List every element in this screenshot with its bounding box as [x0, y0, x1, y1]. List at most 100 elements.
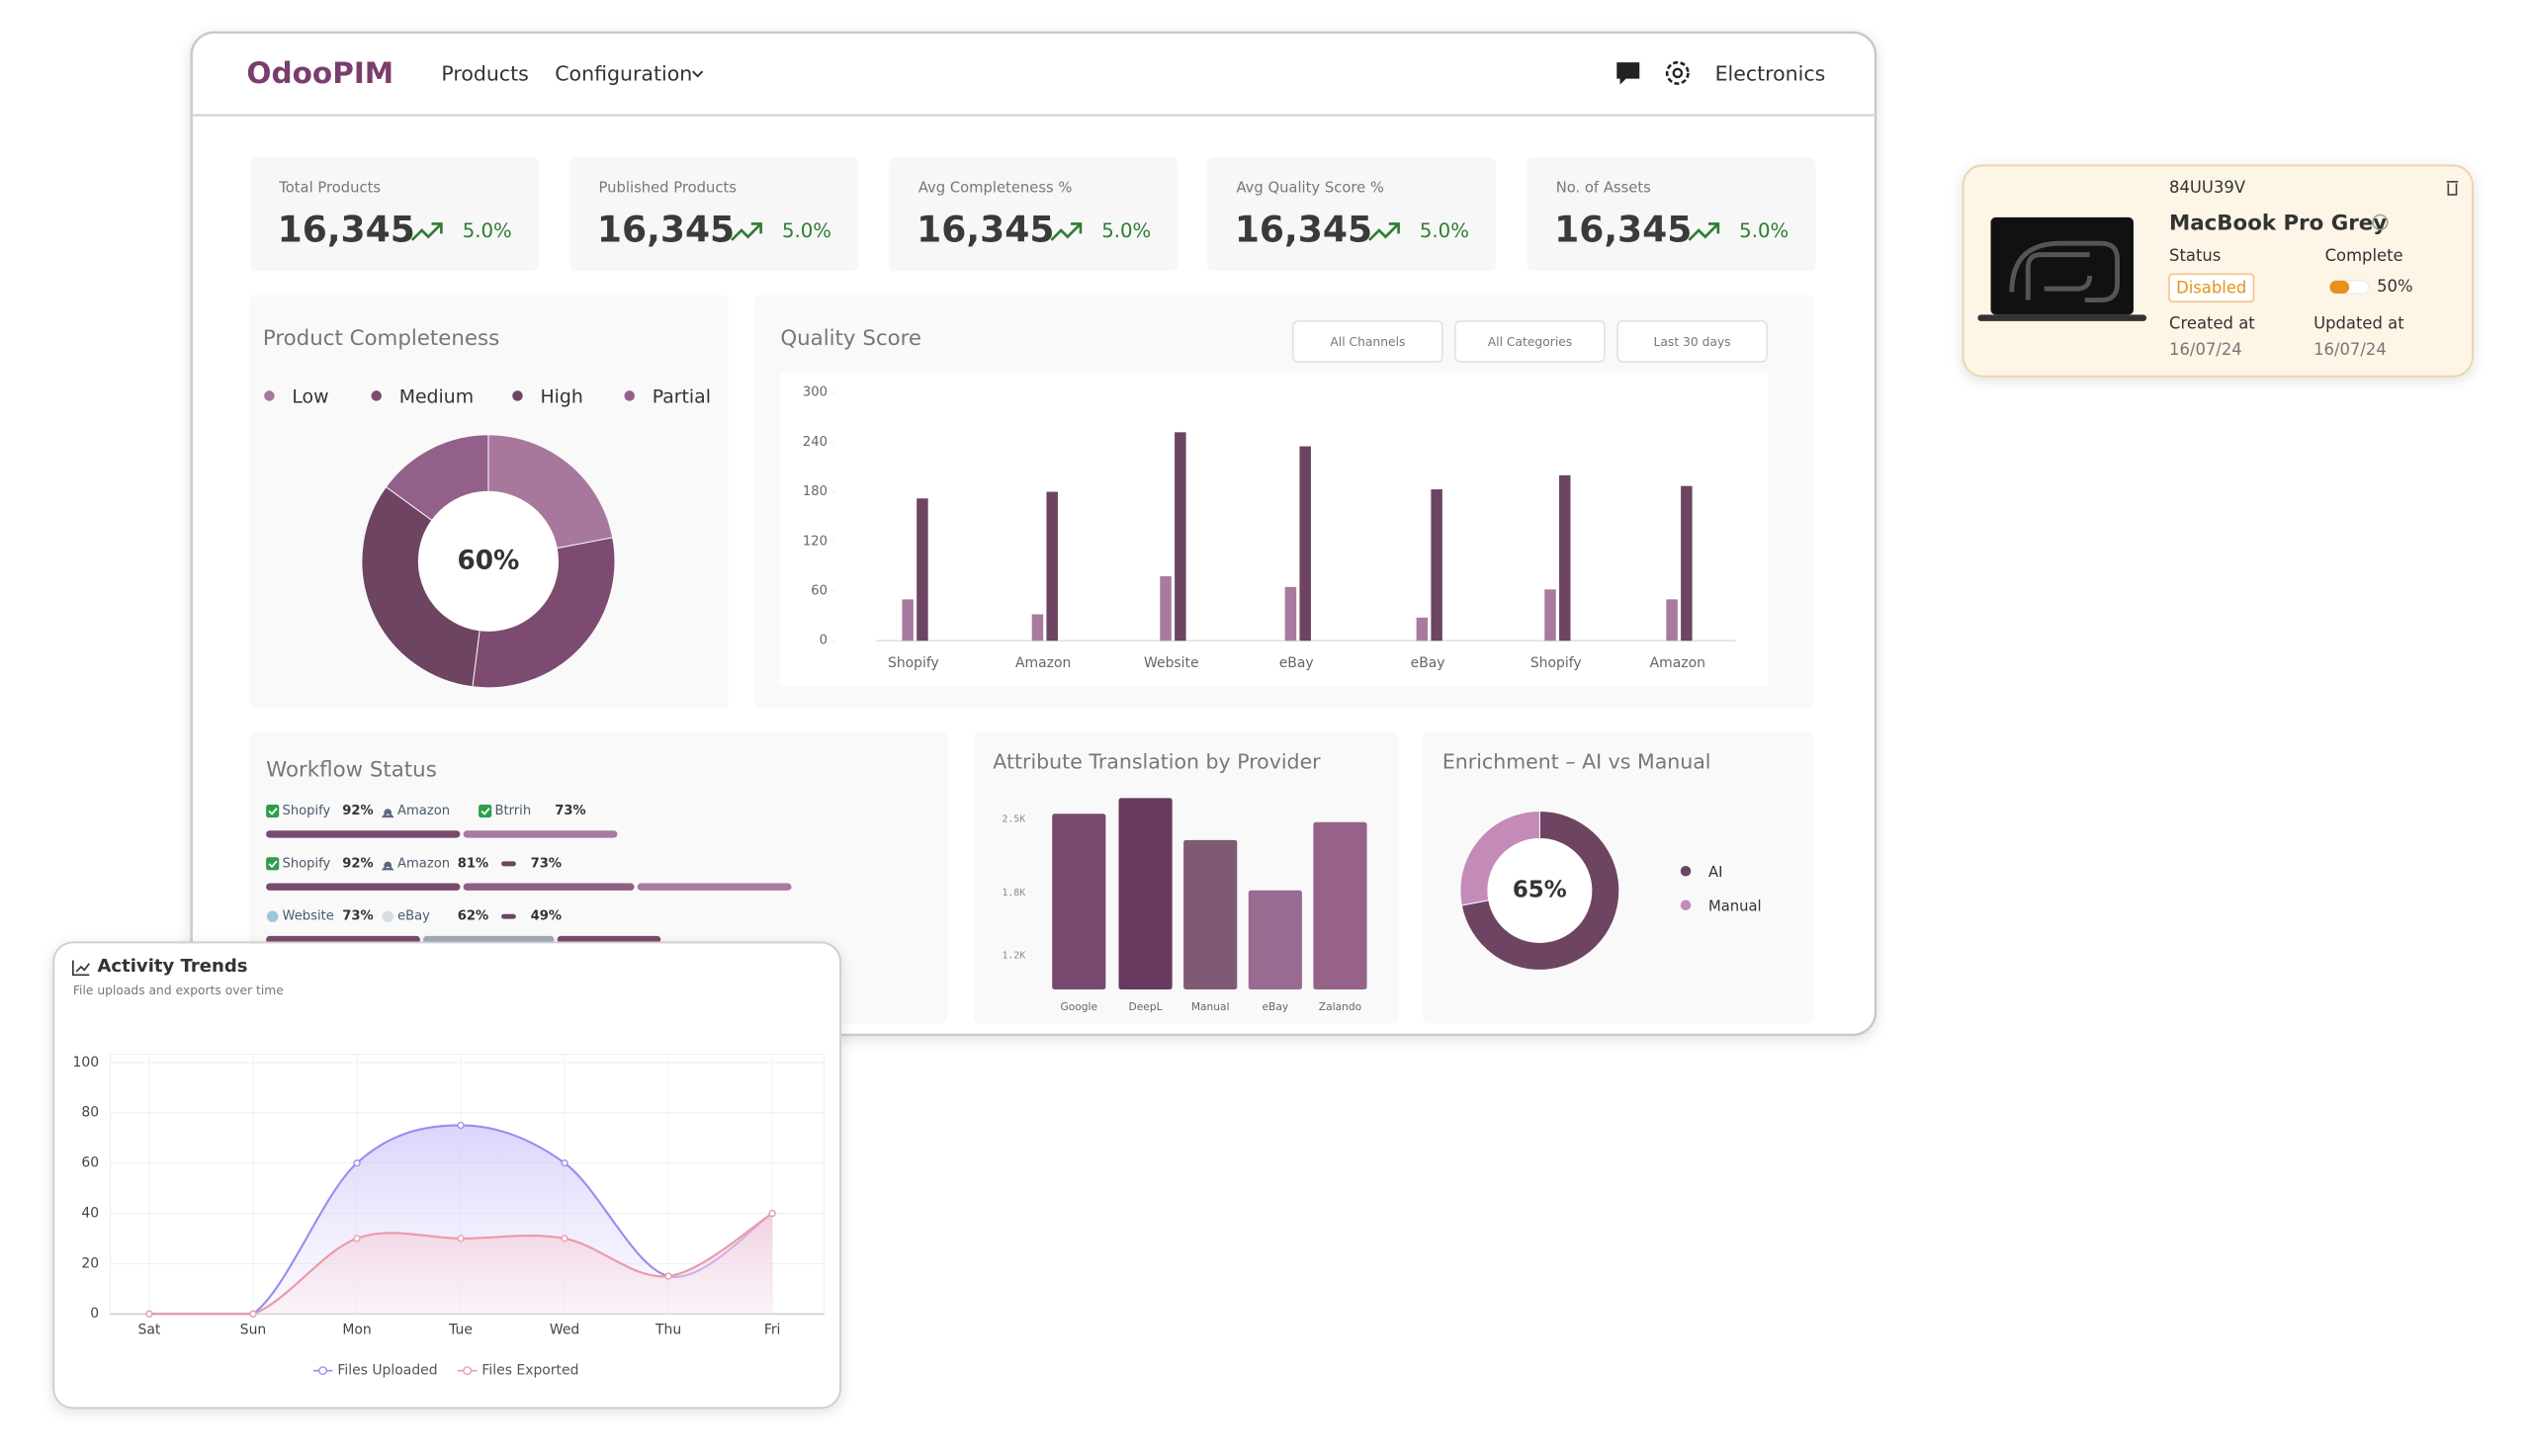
bar [1299, 446, 1311, 642]
y-tick-label: 240 [803, 435, 828, 450]
trend-icon [1050, 222, 1083, 241]
field-value: 16/07/24 [2169, 340, 2242, 359]
filter-label: Last 30 days [1654, 335, 1731, 349]
x-tick-label: Manual [1191, 1000, 1230, 1013]
point [249, 1310, 257, 1318]
status-dot [266, 910, 279, 922]
y-tick-label: 0 [820, 634, 828, 648]
check-mark [480, 808, 490, 815]
progress-segment [423, 935, 555, 944]
complete-fill [2329, 280, 2350, 295]
nav-link[interactable]: Products [441, 61, 529, 85]
x-tick-label: Shopify [888, 655, 939, 671]
x-tick-label: Shopify [1530, 655, 1582, 671]
settings-icon[interactable] [1665, 60, 1690, 85]
point [145, 1310, 153, 1318]
bar [1559, 474, 1571, 642]
legend-label: AI [1708, 864, 1722, 881]
legend-label: High [540, 386, 582, 408]
y-tick-label: 40 [81, 1205, 99, 1221]
kpi-card [889, 157, 1178, 272]
chat-icon[interactable] [1616, 62, 1640, 85]
store-name[interactable]: Electronics [1715, 61, 1826, 85]
check-icon [479, 804, 492, 818]
y-tick-label: 180 [803, 484, 828, 499]
panel-title: Quality Score [780, 326, 921, 351]
x-tick-label: Thu [655, 1323, 681, 1338]
workflow-label: Website [283, 909, 334, 924]
bar [1183, 839, 1238, 990]
field-label: Updated at [2313, 314, 2404, 333]
legend-marker [318, 1366, 327, 1376]
x-tick-label: DeepL [1129, 1000, 1163, 1013]
x-tick-label: Sun [240, 1323, 267, 1338]
filter-button[interactable] [1454, 320, 1606, 363]
kpi-card [1206, 157, 1497, 272]
workflow-label: Btrrih [495, 804, 532, 818]
workflow-label: Amazon [397, 856, 450, 871]
progress-segment [463, 830, 618, 838]
donut-hole [1487, 838, 1592, 943]
dash-icon [501, 861, 516, 867]
delete-icon[interactable] [2446, 180, 2459, 196]
complete-bar [2329, 280, 2370, 295]
workflow-value: 62% [458, 909, 488, 924]
panel-title: Product Completeness [263, 326, 499, 351]
nav-link[interactable]: Configuration [555, 61, 692, 85]
kpi-label: No. of Assets [1556, 179, 1651, 196]
panel-title: Workflow Status [266, 757, 437, 782]
point [353, 1159, 361, 1167]
legend-dot [624, 390, 635, 401]
laptop-base [1977, 314, 2147, 321]
y-tick-label: 1.8K [1002, 888, 1025, 899]
info-icon[interactable] [2372, 214, 2389, 230]
y-tick-label: 1.2K [1002, 951, 1025, 962]
dash-icon [501, 913, 516, 919]
kpi-change: 5.0% [1420, 219, 1469, 242]
status-text: Disabled [2176, 279, 2246, 298]
y-tick-label: 20 [81, 1255, 99, 1271]
legend-label: Medium [399, 386, 474, 408]
kpi-card [1527, 157, 1816, 272]
legend-label: Files Exported [481, 1363, 578, 1379]
logo[interactable]: OdooPIM [246, 56, 393, 90]
y-tick-label: 300 [803, 385, 828, 400]
bar [1431, 489, 1442, 642]
product-code: 84UU39V [2169, 178, 2246, 197]
x-tick-label: Sat [138, 1323, 161, 1338]
trend-icon [1368, 222, 1400, 241]
filter-button[interactable] [1292, 320, 1443, 363]
legend-label: Files Uploaded [337, 1363, 437, 1379]
point [457, 1121, 465, 1130]
progress-segment [463, 883, 635, 891]
legend-dot [371, 390, 382, 401]
complete-value: 50% [2377, 277, 2412, 296]
y-tick-label: 60 [81, 1156, 99, 1171]
status-badge [2168, 273, 2255, 303]
point [561, 1159, 568, 1167]
kpi-value: 16,345 [916, 209, 1054, 251]
workflow-value: 73% [342, 909, 373, 924]
y-tick-label: 80 [81, 1105, 99, 1121]
legend-dot [1680, 865, 1692, 877]
check-mark [268, 808, 278, 815]
check-icon [266, 857, 280, 871]
bar [1248, 890, 1302, 990]
bar [902, 599, 914, 642]
charts: Low Medium High Partial 60% 0 60 120 180 240 300 Al… [264, 320, 1768, 1013]
y-tick-label: 2.5K [1002, 814, 1025, 825]
kpi-label: Total Products [278, 179, 381, 196]
check-icon [266, 804, 280, 818]
filter-button[interactable] [1616, 320, 1768, 363]
user-icon [381, 809, 394, 818]
kpi-label: Avg Quality Score % [1236, 179, 1383, 196]
x-tick-label: Zalando [1319, 1000, 1361, 1013]
status-dot [382, 910, 393, 922]
y-tick-label: 120 [803, 534, 828, 549]
point [561, 1235, 568, 1242]
point [768, 1209, 776, 1218]
progress-segment [266, 883, 461, 891]
legend-marker [463, 1366, 473, 1376]
bar [1666, 599, 1678, 642]
